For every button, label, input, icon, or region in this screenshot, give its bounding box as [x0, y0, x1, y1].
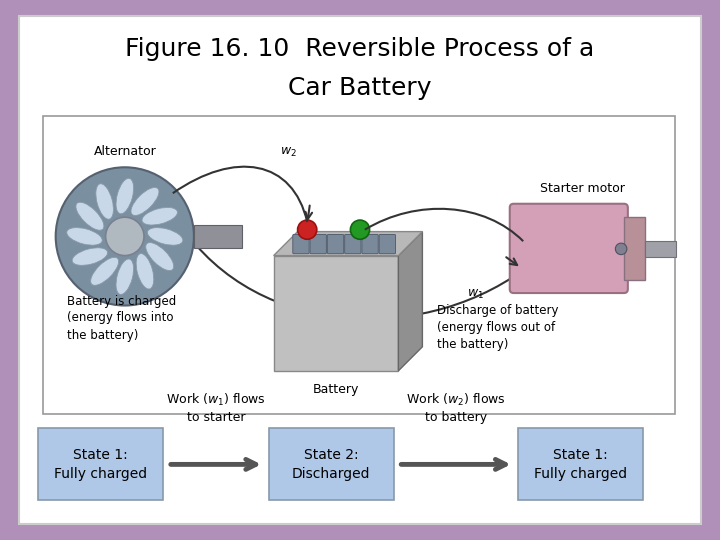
FancyBboxPatch shape: [345, 234, 361, 254]
Ellipse shape: [136, 254, 154, 289]
Text: Discharge of battery
(energy flows out of
the battery): Discharge of battery (energy flows out o…: [437, 304, 558, 351]
FancyBboxPatch shape: [43, 117, 675, 414]
FancyBboxPatch shape: [328, 234, 343, 254]
Ellipse shape: [131, 187, 159, 215]
FancyBboxPatch shape: [624, 217, 645, 280]
Polygon shape: [398, 232, 423, 371]
FancyBboxPatch shape: [379, 234, 395, 254]
Circle shape: [55, 167, 194, 306]
Ellipse shape: [148, 227, 183, 245]
FancyBboxPatch shape: [310, 234, 326, 254]
Text: Car Battery: Car Battery: [288, 76, 432, 99]
Text: Battery is charged
(energy flows into
the battery): Battery is charged (energy flows into th…: [67, 294, 176, 341]
FancyBboxPatch shape: [645, 241, 676, 256]
FancyBboxPatch shape: [38, 428, 163, 501]
Text: State 1:
Fully charged: State 1: Fully charged: [534, 448, 627, 481]
FancyBboxPatch shape: [510, 204, 628, 293]
Ellipse shape: [91, 258, 119, 285]
Circle shape: [616, 243, 627, 255]
Text: $w_1$: $w_1$: [467, 287, 484, 301]
FancyBboxPatch shape: [269, 428, 394, 501]
Circle shape: [297, 220, 317, 239]
Text: State 2:
Discharged: State 2: Discharged: [292, 448, 371, 481]
Circle shape: [351, 220, 369, 239]
Text: Work ($w_2$) flows
to battery: Work ($w_2$) flows to battery: [406, 392, 506, 423]
FancyBboxPatch shape: [362, 234, 378, 254]
Text: State 1:
Fully charged: State 1: Fully charged: [54, 448, 148, 481]
Circle shape: [106, 217, 144, 255]
Text: Battery: Battery: [312, 383, 359, 396]
Text: Figure 16. 10  Reversible Process of a: Figure 16. 10 Reversible Process of a: [125, 37, 595, 61]
Ellipse shape: [142, 207, 177, 225]
Text: $w_2$: $w_2$: [279, 146, 297, 159]
FancyBboxPatch shape: [194, 225, 242, 248]
Ellipse shape: [145, 242, 174, 271]
FancyBboxPatch shape: [19, 16, 701, 524]
Ellipse shape: [116, 178, 134, 214]
FancyBboxPatch shape: [274, 255, 398, 371]
Polygon shape: [274, 232, 423, 255]
FancyBboxPatch shape: [518, 428, 643, 501]
Ellipse shape: [72, 248, 107, 265]
Text: Work ($w_1$) flows
to starter: Work ($w_1$) flows to starter: [166, 392, 266, 423]
Ellipse shape: [67, 227, 102, 245]
FancyBboxPatch shape: [293, 234, 309, 254]
Ellipse shape: [116, 259, 134, 294]
Ellipse shape: [96, 184, 114, 219]
Text: Alternator: Alternator: [94, 145, 156, 158]
Ellipse shape: [76, 202, 104, 230]
Text: Starter motor: Starter motor: [540, 182, 625, 195]
